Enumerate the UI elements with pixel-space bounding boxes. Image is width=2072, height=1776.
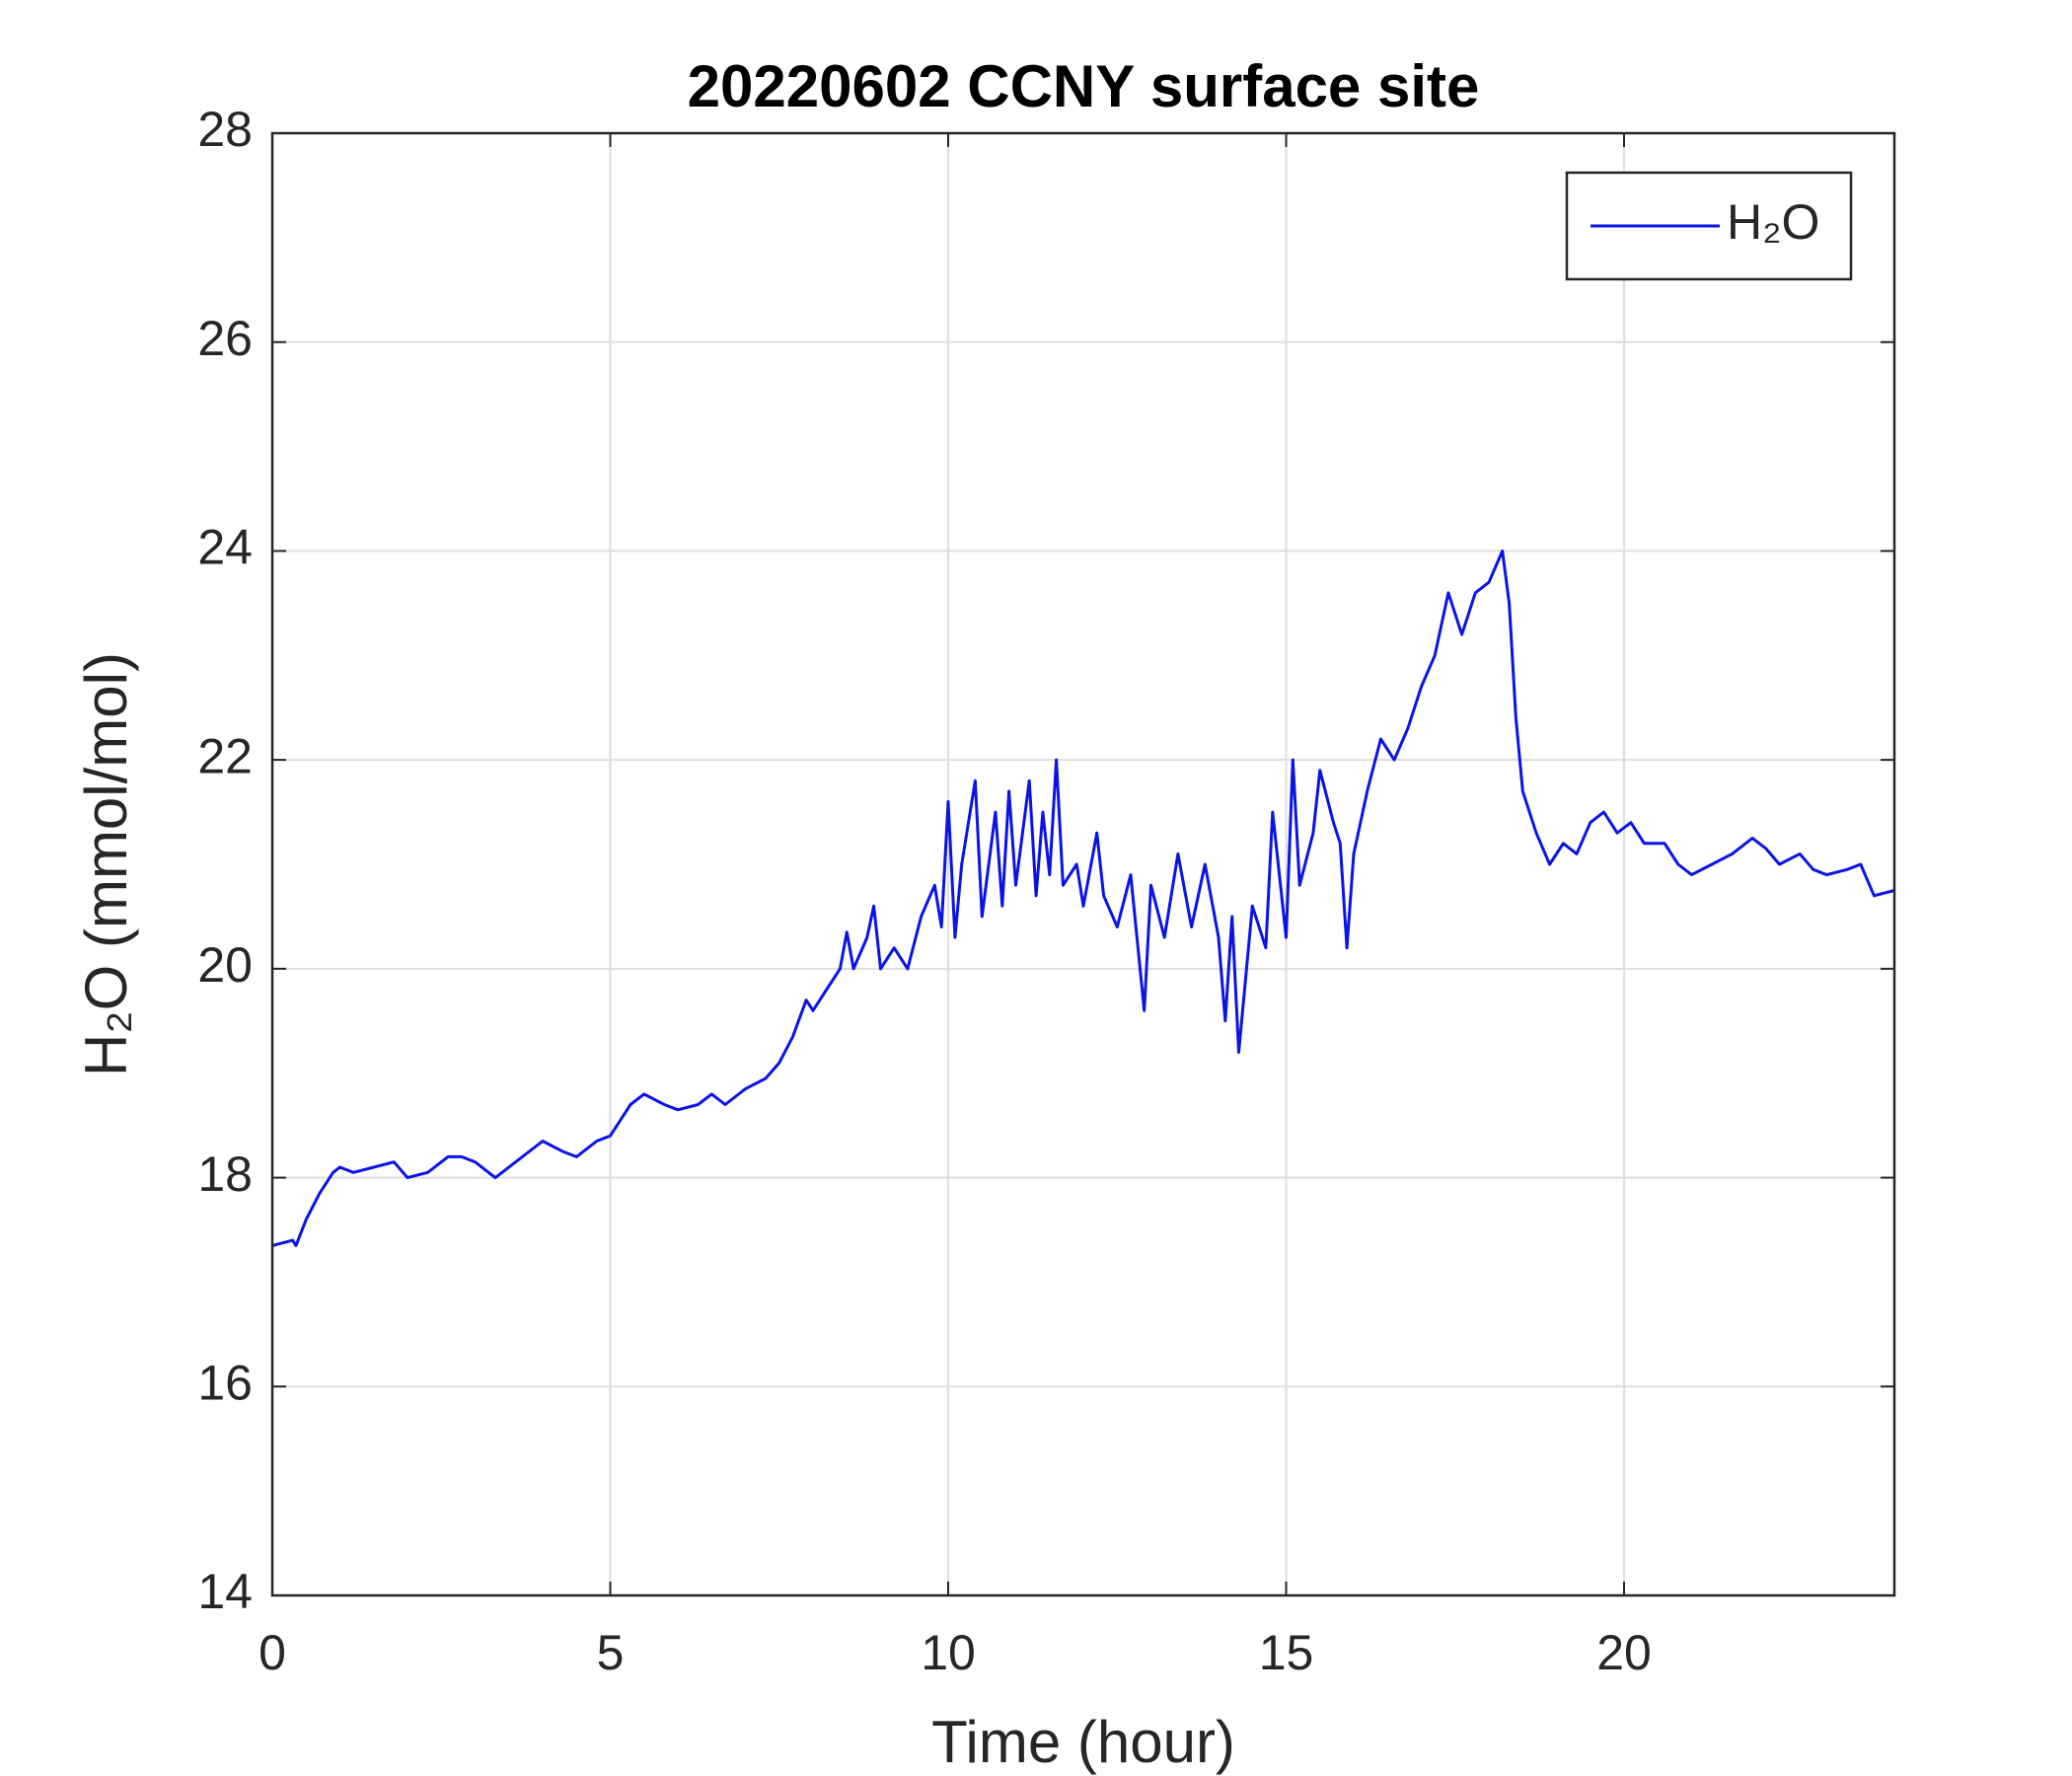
y-tick-label: 18 — [197, 1147, 253, 1202]
y-tick-label: 16 — [197, 1355, 253, 1410]
x-tick-label: 0 — [259, 1625, 286, 1680]
y-tick-label: 20 — [197, 937, 253, 993]
chart-title: 20220602 CCNY surface site — [688, 53, 1480, 119]
legend: H₂O — [1565, 171, 1853, 281]
y-tick-label: 22 — [197, 728, 253, 783]
x-axis-label: Time (hour) — [931, 1709, 1235, 1775]
x-tick-label: 10 — [921, 1625, 976, 1680]
y-tick-label: 26 — [197, 311, 253, 366]
y-tick-label: 14 — [197, 1564, 253, 1619]
y-axis-label: H₂O (mmol/mol) — [73, 652, 139, 1076]
y-tick-label: 28 — [197, 102, 253, 157]
x-tick-label: 15 — [1259, 1625, 1314, 1680]
x-tick-label: 5 — [597, 1625, 625, 1680]
data-line — [271, 549, 1895, 1247]
x-tick-label: 20 — [1596, 1625, 1652, 1680]
plot-frame — [270, 131, 1896, 1597]
y-tick-label: 24 — [197, 520, 253, 575]
legend-label: H₂O — [1727, 194, 1819, 250]
